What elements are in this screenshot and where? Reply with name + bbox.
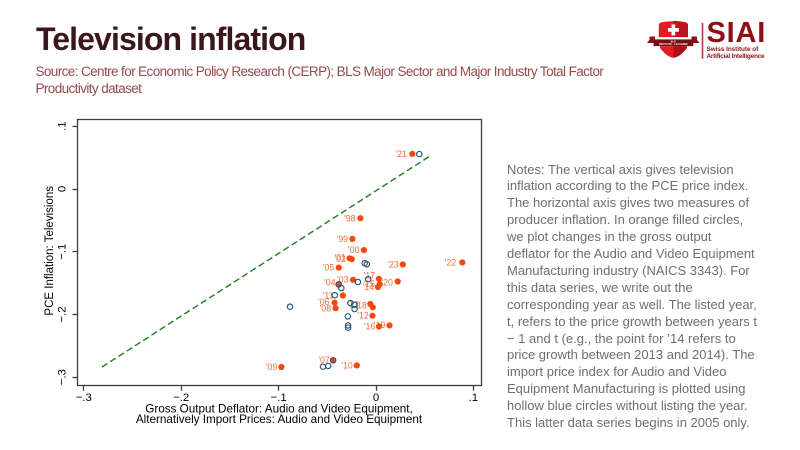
svg-text:.1: .1: [469, 392, 479, 404]
svg-text:'01: '01: [335, 252, 347, 262]
svg-text:'17: '17: [364, 270, 376, 280]
svg-text:Alternatively Import Prices: A: Alternatively Import Prices: Audio and V…: [136, 413, 423, 426]
svg-text:SIAI: SIAI: [671, 41, 676, 44]
svg-text:'16: '16: [364, 321, 376, 331]
svg-text:'07: '07: [318, 355, 330, 365]
svg-text:'10: '10: [341, 361, 353, 371]
svg-text:Gross Output Deflator: Audio a: Gross Output Deflator: Audio and Video E…: [145, 403, 412, 416]
svg-text:'11: '11: [323, 290, 334, 300]
svg-text:'05: '05: [323, 263, 335, 273]
svg-text:'98: '98: [344, 213, 356, 223]
svg-text:'06: '06: [318, 297, 330, 307]
svg-text:'00: '00: [348, 245, 360, 255]
svg-text:'03: '03: [337, 275, 349, 285]
svg-text:'04: '04: [324, 277, 336, 287]
svg-text:'22: '22: [445, 257, 457, 267]
svg-text:−.1: −.1: [56, 244, 68, 260]
svg-text:INSTITUTE · LAUSANNE: INSTITUTE · LAUSANNE: [659, 43, 688, 46]
svg-text:−.2: −.2: [56, 306, 68, 322]
svg-text:0: 0: [373, 392, 379, 404]
svg-text:'23: '23: [387, 260, 399, 270]
svg-text:.1: .1: [56, 121, 68, 131]
svg-text:0: 0: [56, 186, 68, 192]
svg-text:'12: '12: [357, 311, 369, 321]
svg-text:−.3: −.3: [56, 369, 68, 385]
svg-text:'09: '09: [266, 362, 278, 372]
svg-text:'20: '20: [381, 277, 393, 287]
svg-text:'02: '02: [334, 254, 346, 264]
svg-text:−.1: −.1: [271, 392, 287, 404]
svg-text:PCE Inflation: Televisions: PCE Inflation: Televisions: [44, 186, 56, 316]
svg-text:−.3: −.3: [76, 392, 92, 404]
svg-text:'08: '08: [320, 303, 332, 313]
svg-text:'15: '15: [363, 279, 375, 289]
svg-text:−.2: −.2: [173, 392, 189, 404]
svg-text:'99: '99: [337, 234, 349, 244]
svg-text:'18: '18: [355, 301, 367, 311]
svg-text:'14: '14: [363, 282, 375, 292]
svg-text:'21: '21: [395, 149, 407, 159]
